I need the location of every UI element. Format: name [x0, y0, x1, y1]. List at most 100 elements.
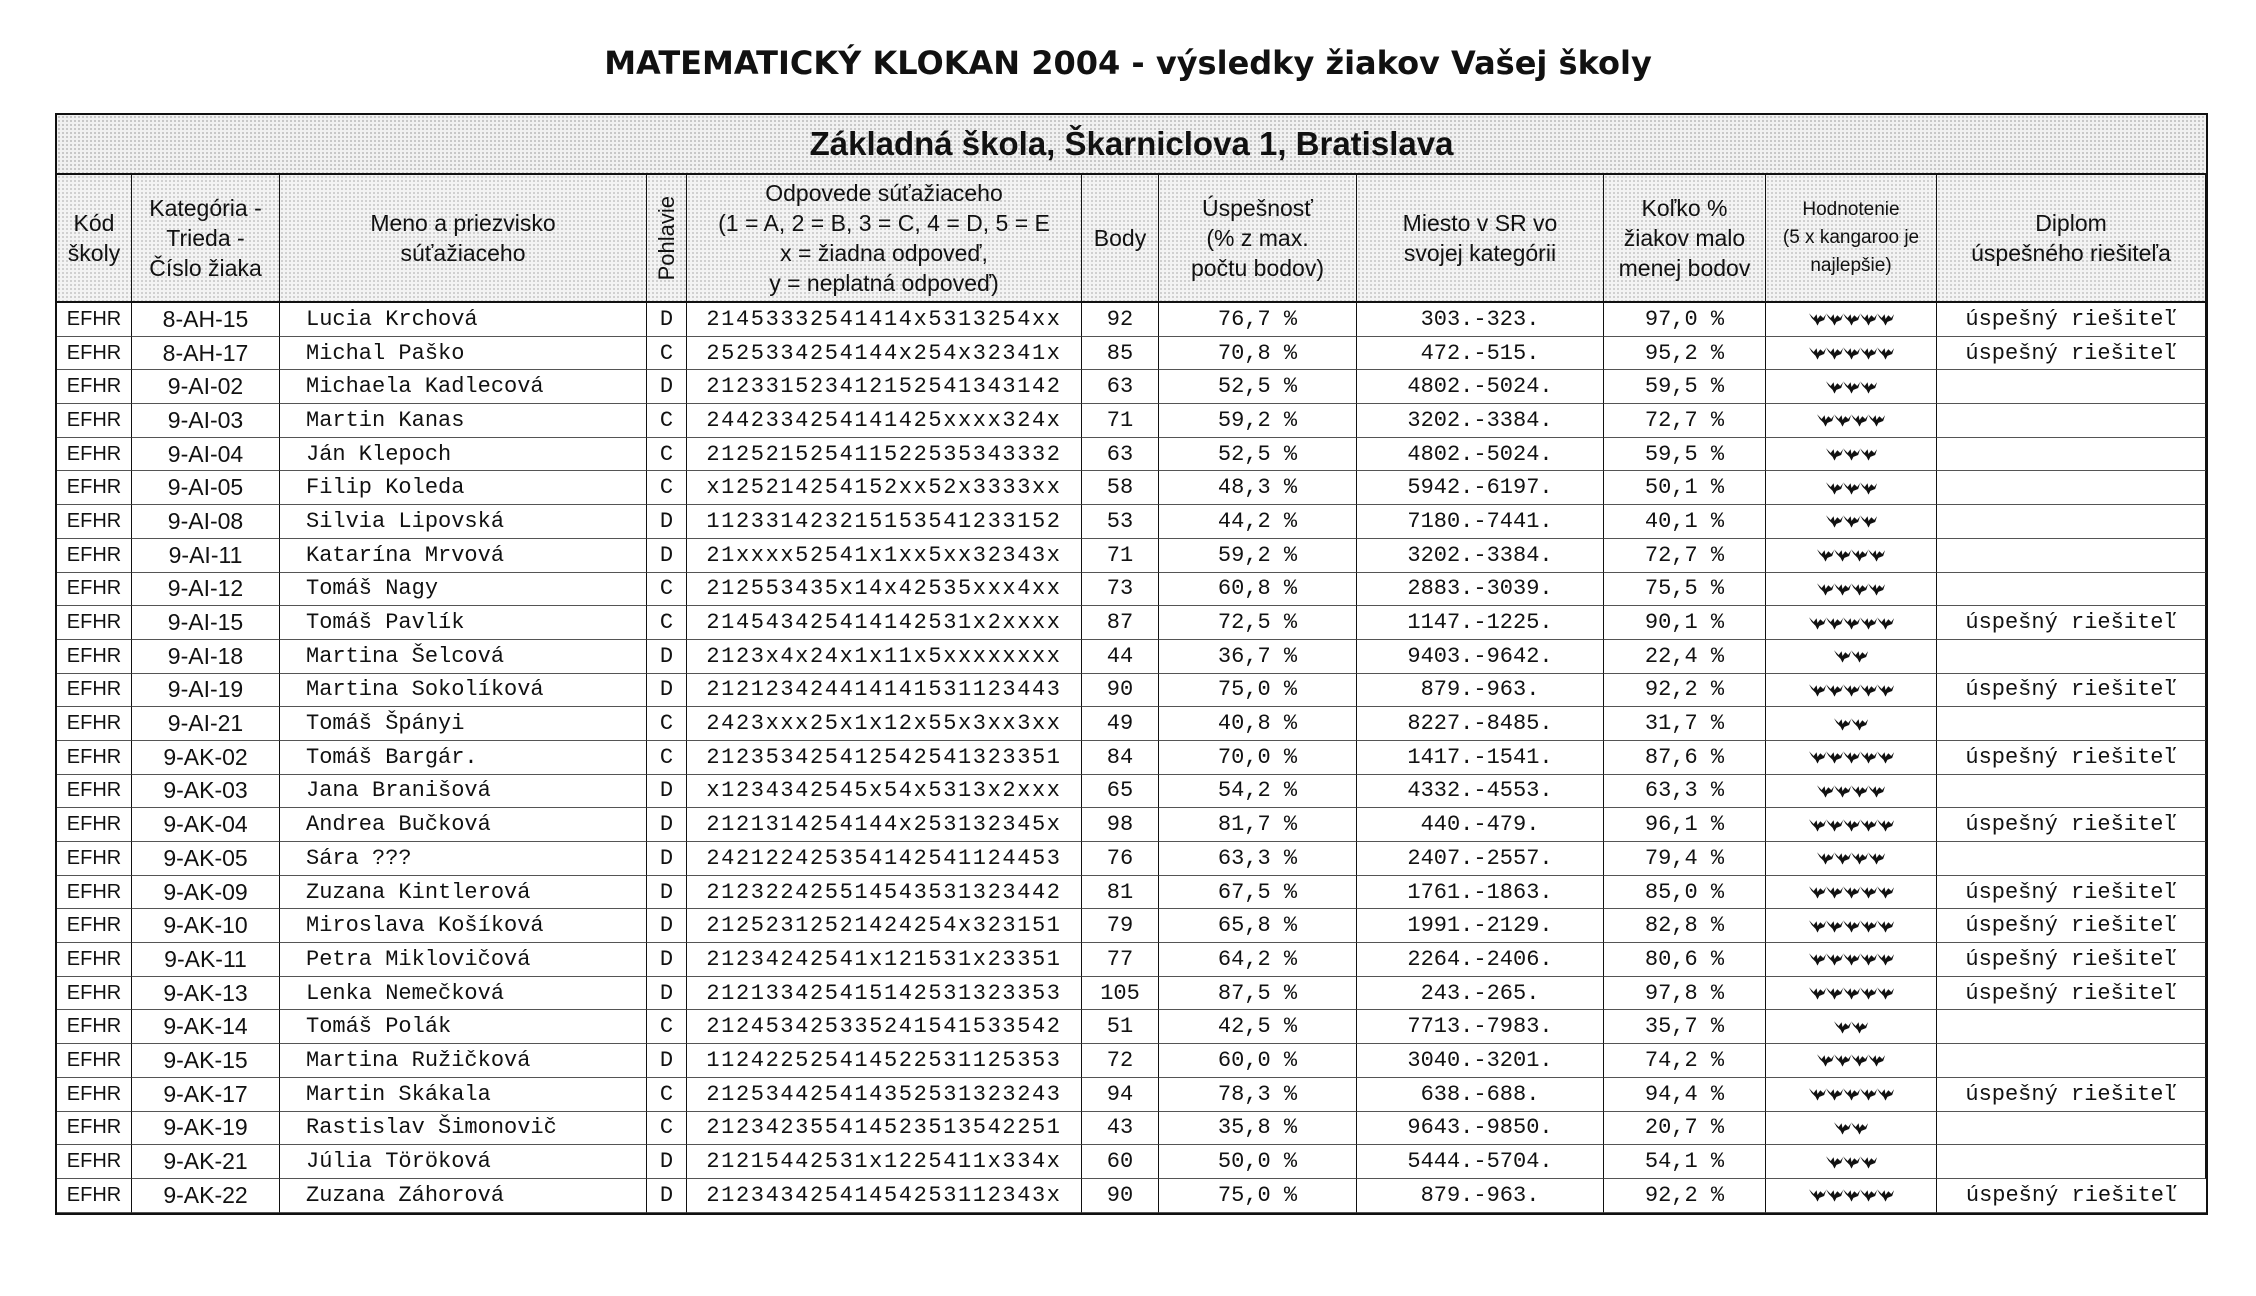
row-18-body: 81 — [1082, 875, 1159, 910]
row-10-kolko: 90,1 % — [1604, 606, 1766, 640]
row-9-diplom — [1937, 572, 2206, 607]
row-12-kategoria: 9-AI-19 — [132, 673, 280, 708]
row-24-kolko: 94,4 % — [1604, 1077, 1766, 1112]
row-3-odpovede: 2123315234121525413431 42 — [687, 370, 1082, 405]
kangaroo-icon — [1816, 414, 1835, 428]
kangaroo-icon — [1816, 852, 1835, 865]
row-15-kategoria: 9-AK-03 — [132, 774, 280, 809]
row-4-hodnotenie — [1766, 404, 1937, 438]
kangaroo-icon — [1842, 313, 1860, 326]
kangaroo-icon — [1842, 987, 1860, 1000]
kangaroo-icon — [1833, 785, 1852, 798]
row-2-meno: Michal Paško — [280, 336, 647, 371]
row-2-body: 85 — [1082, 336, 1159, 371]
kangaroo-icon — [1816, 583, 1835, 596]
kangaroo-icon — [1825, 313, 1843, 326]
row-16-body: 98 — [1082, 808, 1159, 842]
row-8-odpovede: 21xxxx52541x1xx5xx32343x — [687, 538, 1082, 573]
kangaroo-icon — [1816, 549, 1835, 562]
row-25-uspesnost: 35,8 % — [1159, 1111, 1357, 1146]
row-1-kod-skoly: EFHR — [57, 303, 132, 337]
kangaroo-icon — [1842, 1189, 1860, 1202]
row-1-body: 92 — [1082, 303, 1159, 337]
row-24-kategoria: 9-AK-17 — [132, 1077, 280, 1112]
row-9-kolko: 75,5 % — [1604, 572, 1766, 607]
row-4-diplom — [1937, 404, 2206, 438]
row-14-odpovede: 2123534254125425413233 51 — [687, 740, 1082, 775]
row-10-kategoria: 9-AI-15 — [132, 606, 280, 640]
kangaroo-icon — [1808, 751, 1826, 764]
kangaroo-icon — [1833, 583, 1852, 596]
kangaroo-icon — [1833, 1054, 1852, 1068]
row-16-uspesnost: 81,7 % — [1159, 808, 1357, 842]
header-pohlavie-label: Pohlavie — [653, 195, 679, 281]
row-8-pohlavie: D — [647, 538, 687, 573]
row-9-uspesnost: 60,8 % — [1159, 572, 1357, 607]
kangaroo-icon — [1859, 818, 1877, 832]
row-18-miesto: 1761.-1863. — [1357, 875, 1604, 910]
row-14-body: 84 — [1082, 740, 1159, 775]
row-20-odpovede: 21234242541x121531x23351 — [687, 943, 1082, 977]
header-pohlavie: Pohlavie — [647, 175, 687, 303]
row-19-kolko: 82,8 % — [1604, 909, 1766, 944]
row-19-odpovede: 21252312521424254x323151 — [687, 909, 1082, 944]
row-21-miesto: 243.-265. — [1357, 976, 1604, 1011]
row-4-miesto: 3202.-3384. — [1357, 404, 1604, 438]
row-4-kolko: 72,7 % — [1604, 404, 1766, 438]
kangaroo-icon — [1859, 448, 1877, 461]
kangaroo-icon — [1825, 347, 1843, 360]
kangaroo-icon — [1842, 684, 1860, 697]
row-13-miesto: 8227.-8485. — [1357, 707, 1604, 741]
kangaroo-icon — [1842, 751, 1860, 764]
kangaroo-icon — [1842, 616, 1860, 630]
row-13-kolko: 31,7 % — [1604, 707, 1766, 741]
row-11-uspesnost: 36,7 % — [1159, 639, 1357, 674]
row-9-meno: Tomáš Nagy — [280, 572, 647, 607]
row-14-pohlavie: C — [647, 740, 687, 775]
kangaroo-icon — [1825, 920, 1843, 933]
kangaroo-icon — [1859, 515, 1877, 529]
row-8-miesto: 3202.-3384. — [1357, 538, 1604, 573]
row-16-pohlavie: D — [647, 808, 687, 842]
row-17-kod-skoly: EFHR — [57, 842, 132, 876]
header-diplom: Diplom úspešného riešiteľa — [1937, 175, 2206, 303]
kangaroo-icon — [1842, 515, 1860, 529]
row-22-diplom — [1937, 1010, 2206, 1045]
row-7-diplom — [1937, 505, 2206, 539]
kangaroo-icon — [1825, 1155, 1843, 1169]
row-9-body: 73 — [1082, 572, 1159, 607]
row-17-body: 76 — [1082, 842, 1159, 876]
row-23-pohlavie: D — [647, 1044, 687, 1078]
row-23-odpovede: 1124225254145225311253 53 — [687, 1044, 1082, 1078]
row-23-miesto: 3040.-3201. — [1357, 1044, 1604, 1078]
kangaroo-icon — [1842, 381, 1860, 394]
row-2-pohlavie: C — [647, 336, 687, 371]
row-24-kod-skoly: EFHR — [57, 1077, 132, 1112]
row-2-diplom: úspešný riešiteľ — [1937, 336, 2206, 371]
results-grid: Kód školy Kategória - Trieda - Číslo žia… — [57, 175, 2206, 1213]
kangaroo-icon — [1808, 313, 1826, 326]
row-6-body: 58 — [1082, 471, 1159, 506]
row-12-body: 90 — [1082, 673, 1159, 708]
kangaroo-icon — [1842, 1155, 1860, 1169]
row-17-meno: Sára ??? — [280, 842, 647, 876]
row-1-kolko: 97,0 % — [1604, 303, 1766, 337]
row-13-hodnotenie — [1766, 707, 1937, 741]
kangaroo-icon — [1825, 751, 1843, 764]
row-21-uspesnost: 87,5 % — [1159, 976, 1357, 1011]
row-2-hodnotenie — [1766, 336, 1937, 371]
row-26-hodnotenie — [1766, 1145, 1937, 1179]
kangaroo-icon — [1850, 414, 1869, 428]
row-16-meno: Andrea Bučková — [280, 808, 647, 842]
row-19-pohlavie: D — [647, 909, 687, 944]
row-12-kolko: 92,2 % — [1604, 673, 1766, 708]
row-8-kolko: 72,7 % — [1604, 538, 1766, 573]
kangaroo-icon — [1833, 852, 1852, 865]
row-19-diplom: úspešný riešiteľ — [1937, 909, 2206, 944]
kangaroo-icon — [1808, 920, 1826, 933]
row-4-body: 71 — [1082, 404, 1159, 438]
row-8-diplom — [1937, 538, 2206, 573]
row-3-hodnotenie — [1766, 370, 1937, 405]
row-10-pohlavie: C — [647, 606, 687, 640]
row-21-meno: Lenka Nemečková — [280, 976, 647, 1011]
